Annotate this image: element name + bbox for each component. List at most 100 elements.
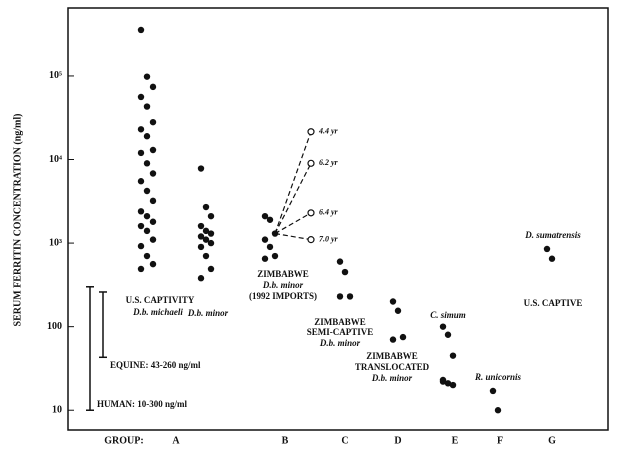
follow-up-point (307, 209, 315, 217)
data-point (143, 227, 151, 235)
data-point (202, 236, 210, 243)
data-point (261, 212, 269, 220)
series-label: R. unicornis (474, 372, 522, 382)
data-point (439, 378, 447, 385)
data-point (261, 236, 269, 243)
data-point (389, 298, 397, 305)
data-point (137, 208, 145, 215)
group-annotation: (1992 IMPORTS) (249, 291, 317, 301)
data-point (137, 265, 145, 273)
reference-label: HUMAN: 10-300 ng/ml (97, 399, 187, 409)
data-point (137, 222, 145, 230)
data-point (399, 333, 407, 341)
data-point (444, 380, 452, 387)
data-point (197, 165, 205, 172)
series-label: D.b. michaeli (132, 307, 183, 317)
y-tick-label: 10 (52, 405, 62, 416)
data-point (271, 252, 279, 260)
group-annotation: TRANSLOCATED (355, 362, 430, 372)
group-annotation: SEMI-CAPTIVE (307, 327, 374, 337)
data-point (336, 258, 344, 265)
data-point (394, 307, 402, 314)
y-tick-label: 10⁵ (49, 70, 62, 81)
series-label: D.b. minor (371, 373, 413, 383)
data-point (439, 323, 447, 330)
data-point (149, 260, 157, 268)
data-point (389, 336, 397, 343)
follow-up-line (274, 212, 312, 235)
series-label: D.b. minor (262, 280, 304, 290)
follow-up-label: 6.2 yr (319, 158, 339, 167)
data-point (341, 268, 349, 276)
x-tick-label: B (282, 435, 289, 446)
y-tick-label: 10⁴ (49, 154, 62, 165)
group-annotation: U.S. CAPTIVITY (126, 295, 195, 305)
data-point (137, 93, 145, 101)
data-point (143, 212, 151, 220)
data-point (197, 222, 205, 230)
group-annotation: ZIMBABWE (366, 351, 418, 361)
data-point (149, 197, 157, 205)
x-tick-label: G (548, 435, 556, 446)
series-label: D. sumatrensis (524, 230, 581, 240)
data-point (207, 265, 215, 273)
follow-up-point (307, 159, 315, 167)
data-point (143, 187, 151, 195)
data-point (149, 146, 157, 154)
data-point (137, 26, 145, 34)
x-axis-label: GROUP: (104, 435, 143, 446)
data-point (143, 73, 151, 80)
follow-up-label: 4.4 yr (318, 127, 339, 136)
x-tick-label: F (497, 435, 503, 446)
series-label: D.b. minor (319, 338, 361, 348)
data-point (202, 252, 210, 260)
x-tick-label: A (172, 435, 180, 446)
data-point (346, 293, 354, 300)
x-tick-label: D (394, 435, 401, 446)
follow-up-line (274, 131, 312, 234)
reference-label: EQUINE: 43-260 ng/ml (110, 360, 201, 370)
data-point (336, 293, 344, 300)
x-tick-label: C (341, 435, 348, 446)
data-point (143, 133, 151, 140)
data-point (202, 203, 210, 211)
data-point (444, 331, 452, 338)
group-annotation: ZIMBABWE (257, 269, 309, 279)
data-point (494, 407, 502, 414)
data-point (543, 245, 551, 253)
data-point (202, 227, 210, 235)
data-point (149, 170, 157, 177)
data-point (197, 275, 205, 282)
data-point (449, 381, 457, 389)
data-point (207, 230, 215, 237)
series-label: C. simum (430, 310, 466, 320)
data-point (449, 352, 457, 359)
data-point (197, 233, 205, 240)
plot-frame (67, 7, 609, 431)
data-point (149, 83, 157, 91)
data-point (137, 242, 145, 250)
data-point (489, 387, 497, 395)
follow-up-point (307, 236, 315, 244)
data-point (143, 160, 151, 167)
data-point (137, 126, 145, 133)
data-point (266, 216, 274, 223)
data-point (266, 243, 274, 251)
x-tick-label: E (452, 435, 459, 446)
series-label: D.b. minor (187, 308, 229, 318)
data-point (207, 212, 215, 220)
group-annotation: U.S. CAPTIVE (524, 298, 583, 308)
data-point (149, 218, 157, 225)
data-point (207, 239, 215, 247)
data-point (548, 255, 556, 262)
y-tick-label: 10³ (49, 237, 62, 248)
group-annotation: ZIMBABWE (314, 317, 366, 327)
data-point (137, 149, 145, 157)
data-point (143, 252, 151, 260)
y-axis-label: SERUM FERRITIN CONCENTRATION (ng/ml) (12, 114, 23, 327)
data-point (149, 236, 157, 243)
data-point (143, 103, 151, 110)
data-point (197, 243, 205, 251)
follow-up-line (274, 163, 312, 234)
